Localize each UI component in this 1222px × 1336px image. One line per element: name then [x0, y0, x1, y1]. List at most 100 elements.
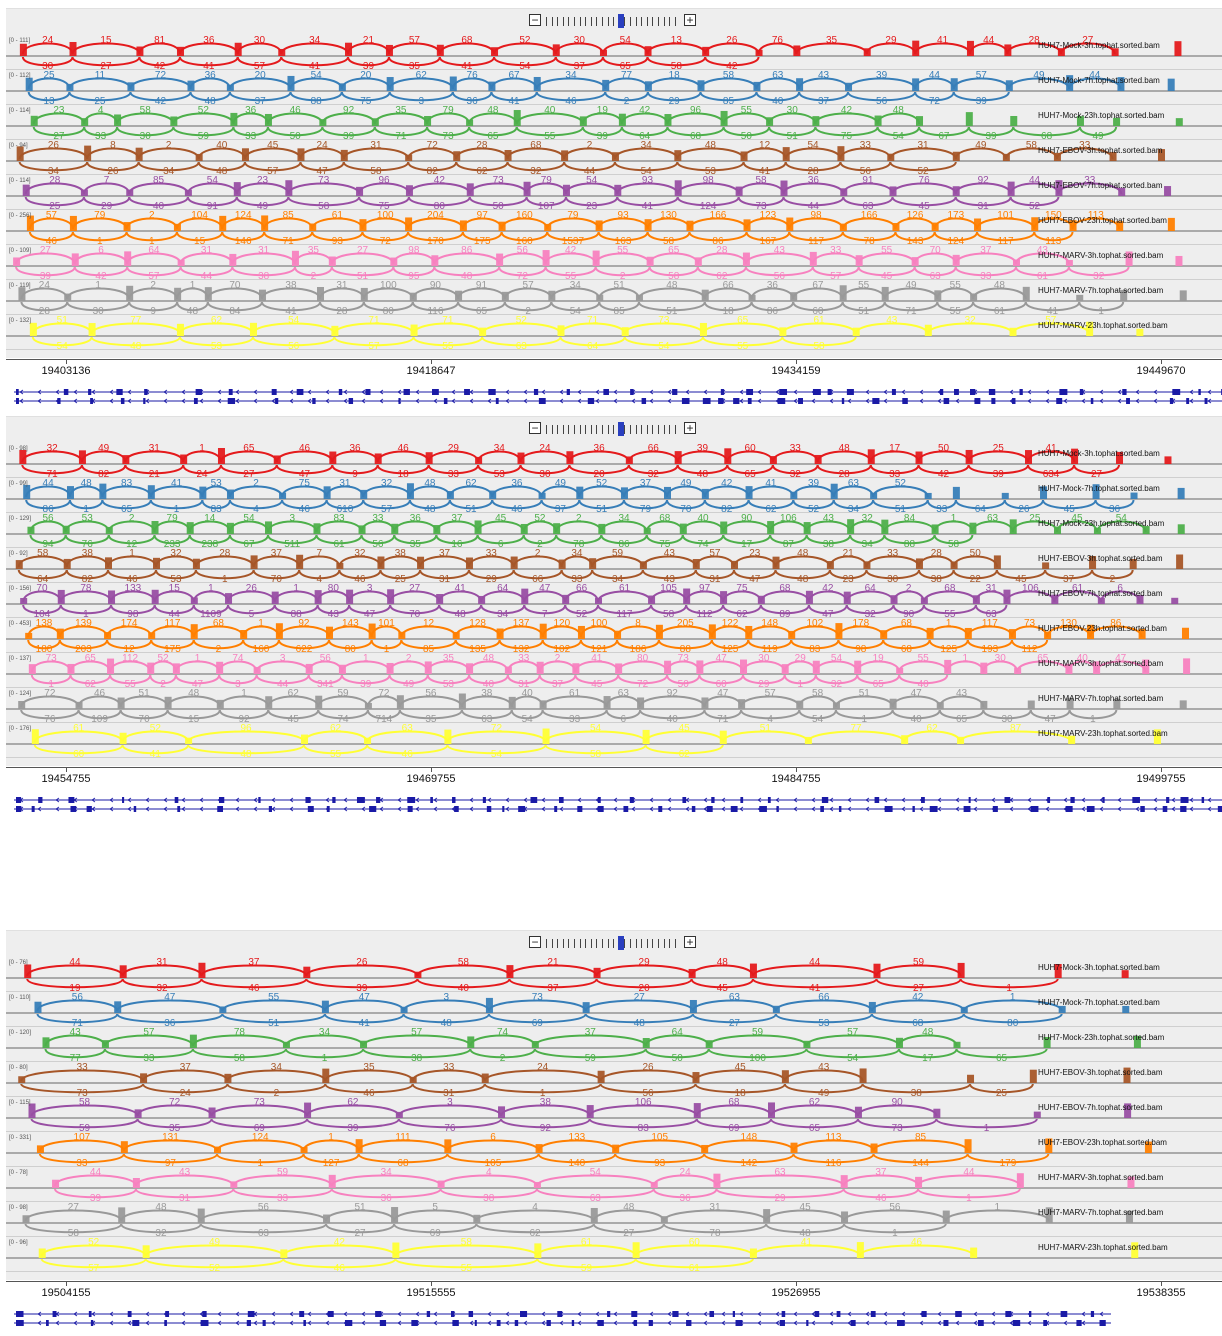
- junction-count-label: 54: [491, 749, 503, 758]
- coverage-plot: 44 48 83 41 53 2 75 31 32 48 62 36 49 52 37 49 42 41 39 63 5…: [6, 478, 1222, 513]
- zoom-in-button[interactable]: +: [684, 422, 696, 434]
- track-name-label[interactable]: HUH7-MARV-7h.tophat.sorted.bam: [1038, 694, 1164, 703]
- track-name-label[interactable]: HUH7-EBOV-7h.tophat.sorted.bam: [1038, 181, 1163, 190]
- track-name-label[interactable]: HUH7-EBOV-23h.tophat.sorted.bam: [1038, 624, 1167, 633]
- junction-count-label: 75: [736, 583, 748, 594]
- track-name-label[interactable]: HUH7-EBOV-7h.tophat.sorted.bam: [1038, 589, 1163, 598]
- junction-arc: [280, 42, 350, 55]
- junction-arc: [407, 196, 471, 207]
- track-name-label[interactable]: HUH7-MARV-7h.tophat.sorted.bam: [1038, 286, 1164, 295]
- junction-count-label: 105: [485, 1158, 502, 1167]
- junction-count-label: 65: [809, 1123, 821, 1132]
- track-name-label[interactable]: HUH7-EBOV-23h.tophat.sorted.bam: [1038, 216, 1167, 225]
- junction-arc: [182, 464, 222, 475]
- track-name-label[interactable]: HUH7-Mock-23h.tophat.sorted.bam: [1038, 519, 1165, 528]
- exon-block: [1090, 1311, 1095, 1317]
- axis-tick-label: 19449670: [1136, 365, 1186, 377]
- junction-arc: [814, 112, 879, 125]
- track-name-label[interactable]: HUH7-Mock-7h.tophat.sorted.bam: [1038, 76, 1160, 85]
- track-name-label[interactable]: HUH7-EBOV-3h.tophat.sorted.bam: [1038, 554, 1163, 563]
- track-name-label[interactable]: HUH7-EBOV-3h.tophat.sorted.bam: [1038, 1068, 1163, 1077]
- junction-count-label: 57: [267, 166, 279, 175]
- junction-arc: [487, 1013, 587, 1024]
- strand-arrow: [1009, 389, 1014, 395]
- junction-arc: [128, 301, 179, 312]
- track-name-label[interactable]: HUH7-MARV-23h.tophat.sorted.bam: [1038, 729, 1168, 738]
- junction-arc: [107, 569, 158, 580]
- track-name-label[interactable]: HUH7-EBOV-3h.tophat.sorted.bam: [1038, 146, 1163, 155]
- exon-block: [891, 389, 896, 395]
- track-name-label[interactable]: HUH7-Mock-7h.tophat.sorted.bam: [1038, 998, 1160, 1007]
- exon-block: [1217, 806, 1222, 812]
- zoom-out-button[interactable]: −: [529, 14, 541, 26]
- track-name-label[interactable]: HUH7-Mock-3h.tophat.sorted.bam: [1038, 963, 1160, 972]
- track-name-label[interactable]: HUH7-Mock-23h.tophat.sorted.bam: [1038, 1033, 1165, 1042]
- zoom-slider-thumb[interactable]: [618, 14, 624, 28]
- junction-count-label: 76: [444, 1123, 456, 1132]
- zoom-slider[interactable]: [546, 422, 680, 436]
- junction-arc: [144, 1258, 285, 1269]
- zoom-out-button[interactable]: −: [529, 422, 541, 434]
- coverage-bar: [396, 695, 404, 709]
- track-name-label[interactable]: HUH7-EBOV-7h.tophat.sorted.bam: [1038, 1103, 1163, 1112]
- junction-arc: [467, 569, 515, 580]
- zoom-in-button[interactable]: +: [684, 14, 696, 26]
- coverage-bar: [916, 116, 924, 126]
- coverage-bar: [368, 623, 376, 639]
- track-name-label[interactable]: HUH7-MARV-3h.tophat.sorted.bam: [1038, 659, 1164, 668]
- junction-count-label: 2: [624, 96, 630, 105]
- track-name-label[interactable]: HUH7-Mock-23h.tophat.sorted.bam: [1038, 111, 1165, 120]
- track-name-label[interactable]: HUH7-MARV-7h.tophat.sorted.bam: [1038, 1208, 1164, 1217]
- junction-arc: [579, 639, 619, 650]
- junction-arc: [1056, 520, 1098, 533]
- junction-count-label: 6: [498, 539, 504, 548]
- exon-block: [836, 1311, 841, 1317]
- zoom-slider[interactable]: [546, 14, 680, 28]
- track-name-label[interactable]: HUH7-MARV-23h.tophat.sorted.bam: [1038, 321, 1168, 330]
- junction-arc: [715, 1174, 845, 1187]
- track-name-label[interactable]: HUH7-Mock-7h.tophat.sorted.bam: [1038, 484, 1160, 493]
- coverage-plot: 138 139 174 117 68 1 92 143 101 12 128 137 120 100 8 20…: [6, 618, 1222, 653]
- junction-arc: [20, 709, 80, 720]
- junction-count-label: 1: [83, 504, 89, 513]
- exon-block: [403, 389, 410, 395]
- strand-arrow: [739, 1311, 744, 1317]
- zoom-slider-thumb[interactable]: [618, 936, 624, 950]
- junction-count-label: 52: [576, 609, 588, 618]
- junction-arc: [348, 590, 392, 603]
- junction-arc: [82, 196, 131, 207]
- strand-arrow: [343, 398, 348, 404]
- track-name-label[interactable]: HUH7-MARV-23h.tophat.sorted.bam: [1038, 1243, 1168, 1252]
- junction-arc: [144, 1244, 285, 1257]
- track-name-label[interactable]: HUH7-MARV-3h.tophat.sorted.bam: [1038, 1173, 1164, 1182]
- zoom-in-button[interactable]: +: [684, 936, 696, 948]
- junction-arc: [298, 555, 341, 568]
- gene-model-track: [6, 1309, 1222, 1331]
- junction-count-label: 72: [378, 688, 390, 699]
- strand-arrow: [505, 1320, 510, 1326]
- track-name-label[interactable]: HUH7-Mock-3h.tophat.sorted.bam: [1038, 449, 1160, 458]
- junction-arc: [311, 231, 364, 242]
- junction-count-label: 69: [532, 1018, 544, 1027]
- track-name-label[interactable]: HUH7-MARV-3h.tophat.sorted.bam: [1038, 251, 1164, 260]
- coverage-bar: [534, 1243, 542, 1258]
- junction-arc: [358, 196, 410, 207]
- junction-count-label: 63: [729, 992, 741, 1003]
- junction-arc: [498, 625, 544, 638]
- junction-count-label: 46: [248, 983, 260, 992]
- zoom-slider-thumb[interactable]: [618, 422, 624, 436]
- track-name-label[interactable]: HUH7-EBOV-23h.tophat.sorted.bam: [1038, 1138, 1167, 1147]
- track-name-label[interactable]: HUH7-Mock-3h.tophat.sorted.bam: [1038, 41, 1160, 50]
- zoom-slider[interactable]: [546, 936, 680, 950]
- strand-arrow: [1171, 806, 1176, 812]
- junction-arc: [783, 1083, 864, 1094]
- junction-count-label: 21: [149, 469, 161, 478]
- junction-count-label: 41: [1047, 306, 1059, 315]
- junction-arc: [219, 450, 278, 463]
- junction-count-label: 148: [761, 618, 778, 629]
- junction-count-label: 31: [258, 245, 270, 256]
- zoom-out-button[interactable]: −: [529, 936, 541, 948]
- strand-arrow: [487, 1311, 492, 1317]
- junction-arc: [506, 660, 541, 673]
- junction-arc: [446, 1153, 540, 1164]
